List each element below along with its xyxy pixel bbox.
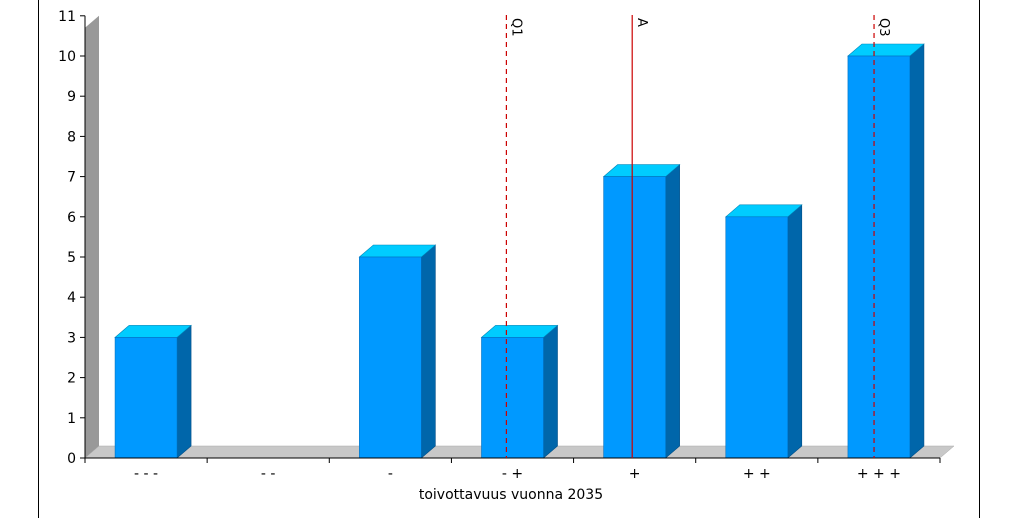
bar-front: [359, 256, 422, 459]
marker-a: A: [631, 15, 649, 458]
bars: [114, 43, 925, 459]
x-tick-label: +: [629, 466, 641, 482]
y-axis: 0 1 2 3 4 5 6 7 8 9 10 11: [58, 9, 86, 467]
bar: [724, 204, 803, 459]
x-tick-label: - -: [261, 466, 276, 482]
bar-chart: 0 1 2 3 4 5 6 7 8 9 10 11 - - - - - - - + + + + + + + Q1 A…: [58, 9, 955, 503]
left-wall: [85, 15, 99, 459]
chart-frame: [38, 0, 980, 518]
bar: [602, 163, 681, 459]
y-tick-label: 2: [67, 371, 76, 387]
x-axis-label: toivottavuus vuonna 2035: [419, 487, 603, 503]
marker-q1: Q1: [505, 15, 523, 458]
y-tick-label: 0: [67, 451, 76, 467]
bar-side: [787, 204, 803, 459]
x-tick-label: + + +: [857, 466, 901, 482]
y-tick-label: 7: [67, 170, 76, 186]
bar-side: [665, 163, 680, 459]
y-tick-label: 5: [67, 250, 76, 266]
bar-side: [543, 324, 558, 459]
y-tick-label: 6: [67, 210, 76, 226]
y-tick-label: 11: [58, 9, 76, 25]
x-tick-label: - +: [502, 466, 523, 482]
marker-lines: Q1 A Q3: [505, 15, 891, 458]
y-tick-label: 8: [67, 129, 76, 145]
y-tick-label: 10: [58, 49, 76, 65]
bar-front: [114, 337, 178, 459]
y-tick-label: 9: [67, 89, 76, 105]
bar-front: [603, 176, 666, 459]
bar-side: [909, 43, 925, 459]
x-tick-label: + +: [743, 466, 771, 482]
x-tick-label: - - -: [134, 466, 158, 482]
y-tick-label: 3: [67, 330, 76, 346]
bar: [114, 324, 192, 459]
bar-front: [481, 337, 544, 459]
bar-side: [176, 324, 192, 459]
x-tick-label: -: [388, 466, 393, 482]
marker-q3: Q3: [873, 15, 891, 458]
bar-front: [725, 216, 789, 459]
bar: [480, 324, 559, 459]
marker-label: A: [634, 18, 649, 27]
bar-front: [847, 55, 911, 459]
y-tick-label: 4: [67, 290, 76, 306]
marker-label: Q1: [508, 18, 523, 37]
bar-side: [421, 244, 436, 459]
marker-label: Q3: [876, 18, 891, 37]
bar: [847, 43, 925, 459]
y-tick-label: 1: [67, 411, 76, 427]
x-axis: - - - - - - - + + + + + + +: [84, 457, 941, 482]
chart-back-wall: [85, 15, 99, 459]
bar: [358, 244, 437, 459]
